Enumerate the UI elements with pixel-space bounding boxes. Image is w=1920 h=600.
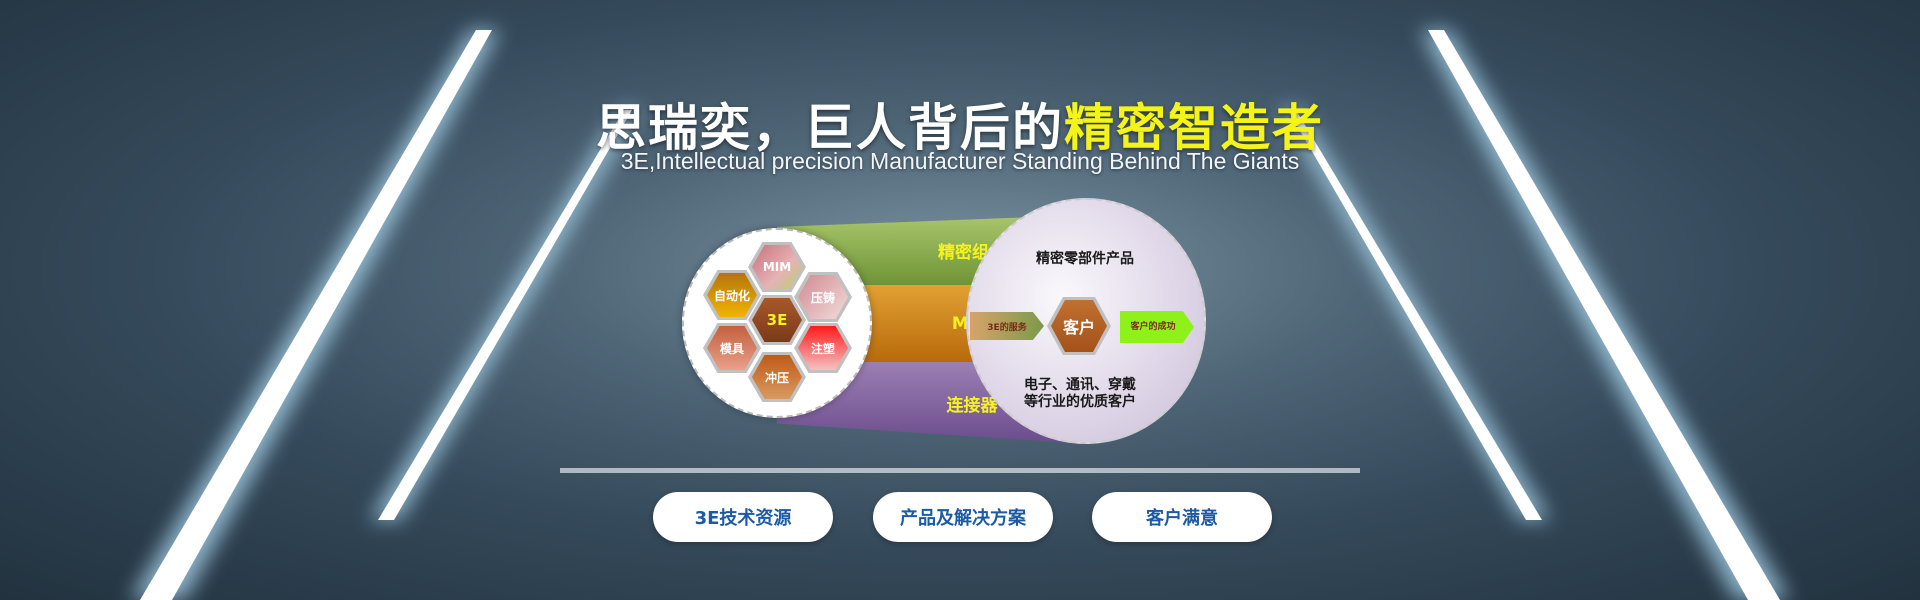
light-strip [140, 30, 492, 600]
hex-mim: MIM [748, 242, 806, 292]
hex-injection: 注塑 [794, 323, 852, 373]
tech-resources-button[interactable]: 3E技术资源 [653, 492, 833, 542]
service-arrow: 3E的服务 [970, 312, 1044, 340]
products-heading: 精密零部件产品 [1036, 251, 1134, 267]
title-highlight: 精密智造者 [1064, 99, 1324, 157]
hero-subtitle: 3E,Intellectual precision Manufacturer S… [620, 148, 1300, 174]
hex-automation: 自动化 [703, 270, 761, 320]
title-main: 思瑞奕，巨人背后的 [596, 99, 1064, 157]
industries-line2: 等行业的优质客户 [1024, 394, 1136, 410]
hex-die-casting: 压铸 [794, 272, 852, 322]
products-solutions-button[interactable]: 产品及解决方案 [873, 492, 1053, 542]
band-label: 连接器 [946, 395, 998, 416]
light-strip [378, 110, 632, 520]
industries-line1: 电子、通讯、穿戴 [1024, 377, 1136, 393]
hex-stamping: 冲压 [748, 352, 806, 402]
hex-3e: 3E [748, 295, 806, 345]
light-strip [1288, 110, 1542, 520]
hex-mold: 模具 [703, 323, 761, 373]
success-arrow: 客户的成功 [1120, 311, 1194, 343]
light-strip [1428, 30, 1780, 600]
customer-satisfaction-button[interactable]: 客户满意 [1092, 492, 1272, 542]
hero-title: 思瑞奕，巨人背后的精密智造者 [0, 88, 1920, 160]
